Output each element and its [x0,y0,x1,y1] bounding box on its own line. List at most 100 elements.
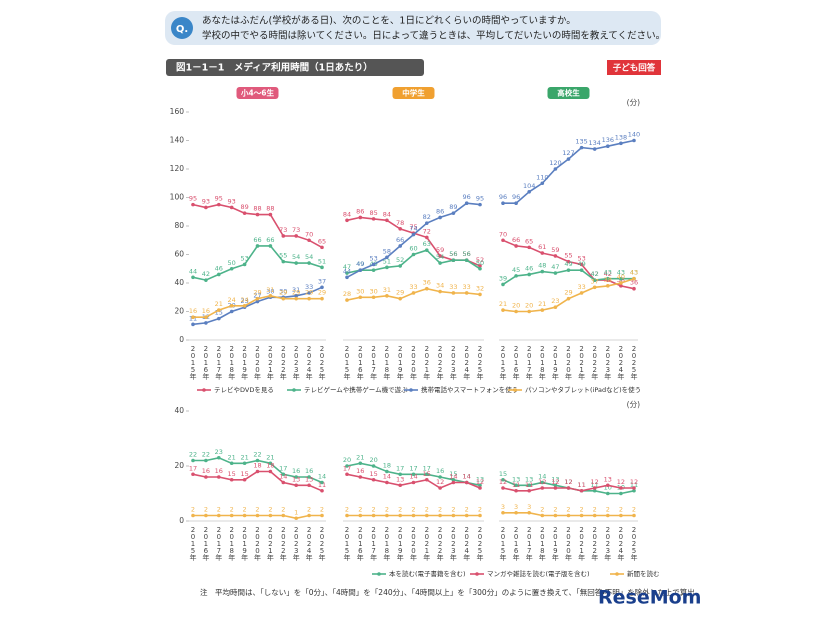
x-tick-label: 2017年 [370,345,378,381]
data-label: 42 [202,270,210,278]
data-label: 66 [396,236,404,244]
data-point [527,190,531,194]
data-label: 29 [253,289,261,297]
badge: 子ども回答 [613,63,656,74]
data-point [553,486,558,490]
data-point [242,304,247,308]
data-label: 2 [438,506,442,514]
group-label: 小4～6生 [241,88,274,98]
data-point [217,475,221,479]
data-point [411,232,416,237]
data-point [478,292,482,297]
x-tick-label: 2019年 [241,345,249,381]
data-point [579,262,584,267]
x-tick-label: 2018年 [383,526,391,562]
data-point [345,298,349,302]
data-point [619,491,623,496]
question-line: 学校の中でやる時間は除いてください。日によって違うときは、平均してだいたいの時間… [202,30,665,42]
y-tick-label: 160 [170,107,185,116]
x-tick-label: 2025年 [630,526,638,562]
data-label: 85 [369,209,377,217]
data-label: 2 [593,506,597,514]
y-tick-label: 20 [174,461,184,470]
data-label: 24 [228,296,236,304]
legend-marker [409,388,413,392]
data-label: 84 [383,210,391,218]
data-label: 42 [591,270,599,278]
data-point [217,202,221,207]
data-label: 51 [318,257,326,265]
data-point [501,486,505,490]
y-tick-label: 20 [174,307,184,316]
data-point [619,281,623,285]
y-tick-label: 40 [174,278,184,287]
data-point [501,510,505,515]
data-point [294,475,299,479]
data-point [191,458,195,463]
x-tick-label: 2015年 [499,345,507,381]
data-label: 61 [538,243,546,251]
data-label: 20 [369,456,377,464]
data-label: 22 [253,451,261,459]
legend-marker [202,388,206,392]
data-label: 39 [499,274,507,282]
data-point [501,477,505,482]
data-label: 13 [292,475,300,483]
data-label: 33 [305,283,313,291]
data-point [307,238,311,243]
data-point [592,278,597,282]
data-label: 20 [525,302,533,310]
data-point [268,469,273,474]
y-tick-label: 80 [174,221,184,230]
data-label: 66 [512,236,520,244]
data-label: 86 [356,207,364,215]
data-point [438,254,442,258]
x-tick-label: 2019年 [551,345,559,381]
data-label: 3 [527,503,531,511]
data-point [566,259,571,264]
data-point [294,261,299,265]
x-tick-label: 2022年 [591,345,599,381]
data-label: 2 [632,506,636,514]
x-tick-label: 2025年 [318,345,326,381]
data-label: 12 [591,478,599,486]
data-label: 2 [204,506,208,514]
x-tick-label: 2022年 [279,526,287,562]
data-label: 21 [266,453,274,461]
x-tick-label: 2025年 [318,526,326,562]
data-point [281,472,286,477]
x-tick-label: 2020年 [565,345,573,381]
data-label: 52 [476,256,484,264]
data-label: 21 [499,300,507,308]
data-point [451,480,456,485]
data-label: 96 [499,193,507,201]
data-point [553,483,558,488]
data-point [632,486,636,490]
legend-marker [292,388,296,392]
data-point [592,486,597,490]
series-line [192,470,323,492]
data-point [204,458,208,463]
data-point [527,488,531,493]
data-label: 12 [630,478,638,486]
data-point [606,491,610,496]
data-label: 65 [525,237,533,245]
data-point [229,304,234,308]
data-label: 46 [525,264,533,272]
data-point [619,141,623,146]
x-tick-label: 2021年 [266,526,274,562]
data-point [606,483,610,488]
data-label: 2 [398,506,402,514]
legend-label: パソコンやタブレット(iPadなど)を使う [525,385,641,394]
x-tick-label: 2020年 [254,345,262,381]
data-point [527,309,531,314]
data-point [411,472,416,477]
group-label: 中学生 [402,88,425,98]
data-label: 43 [604,269,612,277]
data-label: 42 [604,270,612,278]
data-label: 95 [189,195,197,203]
x-tick-label: 2024年 [305,345,313,381]
data-point [438,289,442,294]
data-label: 2 [411,506,415,514]
data-point [191,202,195,207]
